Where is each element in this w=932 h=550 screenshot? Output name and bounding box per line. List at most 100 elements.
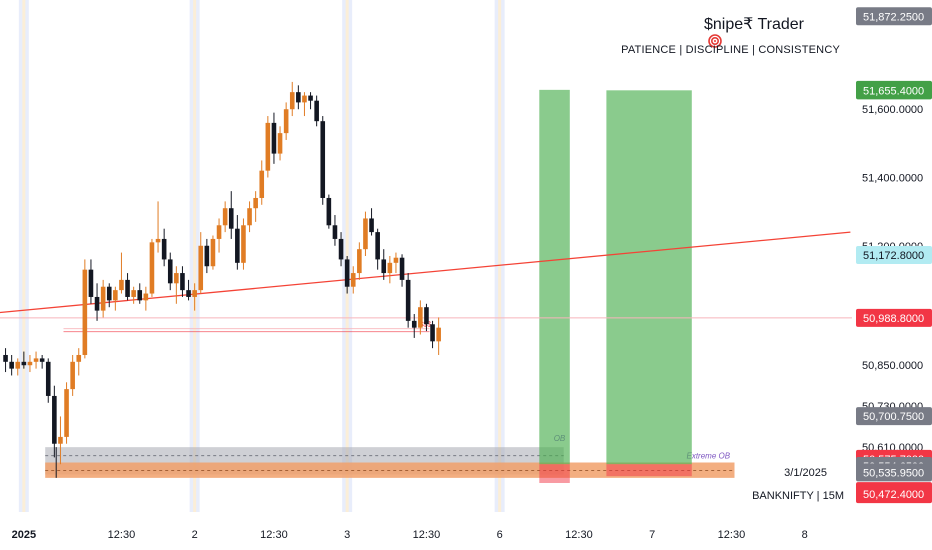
candle-body: [228, 208, 234, 229]
time-tick-label: 3: [344, 529, 350, 541]
price-marker-label: 50,988.8000: [863, 313, 924, 325]
candle-body: [119, 279, 124, 291]
candle-body: [424, 307, 429, 325]
candle: [222, 201, 228, 233]
candle: [204, 238, 210, 274]
time-tick-label: 2: [192, 529, 198, 541]
candle: [320, 116, 326, 205]
candle: [436, 317, 441, 355]
candle: [33, 351, 39, 369]
trendline: [0, 231, 851, 314]
candle-body: [283, 109, 289, 134]
candle-body: [9, 361, 14, 369]
candle-body: [289, 92, 295, 110]
candle-body: [247, 208, 252, 226]
price-marker-bg: [856, 308, 932, 327]
candle: [52, 385, 57, 458]
candle-body: [320, 121, 326, 198]
candle-body: [94, 296, 100, 311]
candle: [381, 249, 387, 280]
candle: [228, 191, 234, 239]
candle: [198, 232, 204, 294]
candle: [106, 283, 112, 308]
brand-title: $nipe₹ Trader: [704, 14, 804, 48]
candle-body: [204, 245, 210, 267]
candle-body: [387, 262, 393, 274]
candle-body: [58, 436, 63, 444]
time-tick-label: 2025: [12, 529, 36, 541]
footer-symbol: BANKNIFTY | 15M: [752, 490, 844, 502]
candle-body: [76, 354, 82, 362]
time-tick-label: 8: [802, 529, 808, 541]
candle: [265, 116, 271, 178]
candle-body: [338, 238, 344, 260]
liquidity-label: $$$: [420, 322, 432, 329]
candle-body: [399, 257, 405, 280]
target-box-1-stop: [539, 464, 570, 483]
candle: [186, 279, 191, 301]
candle-body: [45, 361, 51, 396]
candle: [363, 211, 368, 256]
candle-body: [100, 286, 106, 311]
candle: [82, 259, 88, 359]
candle: [387, 256, 393, 284]
candle: [125, 273, 130, 301]
candle-body: [27, 361, 33, 366]
candle-body: [277, 133, 283, 154]
price-marker-label: 50,535.9500: [863, 467, 924, 479]
candle: [350, 266, 356, 294]
candle: [155, 201, 161, 253]
candle-body: [357, 249, 362, 274]
candle-body: [64, 389, 69, 437]
candle: [411, 314, 417, 338]
candle-body: [167, 259, 173, 284]
session-band-center: [498, 0, 502, 512]
candle: [149, 238, 155, 297]
candle: [393, 252, 399, 274]
session-band-center: [22, 0, 26, 512]
candle-body: [70, 361, 75, 390]
candle-body: [125, 279, 130, 297]
price-marker-label: 50,472.4000: [863, 489, 924, 501]
candle-body: [265, 122, 271, 171]
candle-body: [21, 361, 27, 366]
candle-body: [82, 269, 88, 355]
candle: [326, 194, 332, 229]
candle-body: [418, 307, 423, 328]
candle-body: [210, 238, 216, 267]
candle-body: [113, 290, 118, 301]
time-tick-label: 6: [497, 529, 503, 541]
candle-body: [393, 257, 399, 263]
candle: [308, 92, 313, 110]
time-tick-label: 12:30: [413, 529, 441, 541]
time-tick-label: 12:30: [108, 529, 136, 541]
price-marker: 50,535.9500: [856, 463, 932, 482]
time-tick-label: 12:30: [565, 529, 593, 541]
candle: [332, 215, 338, 246]
price-marker-label: 50,700.7500: [863, 411, 924, 423]
candle-body: [186, 290, 191, 297]
candle: [369, 208, 374, 236]
candle: [283, 102, 289, 140]
candle-body: [369, 218, 374, 233]
candle: [9, 354, 14, 376]
candle: [375, 228, 380, 270]
candle-body: [198, 245, 204, 291]
price-marker: 50,472.4000: [856, 485, 932, 504]
candle: [314, 95, 319, 127]
candle: [76, 348, 82, 376]
candle: [27, 354, 33, 373]
candle: [119, 252, 124, 294]
candle: [88, 259, 94, 304]
candle: [58, 416, 63, 465]
target-box-2: [606, 90, 692, 465]
candle-body: [296, 92, 301, 103]
candle: [430, 320, 435, 349]
candle-body: [155, 238, 161, 243]
time-tick-label: 12:30: [260, 529, 288, 541]
extreme-ob-label: Extreme OB: [687, 452, 731, 461]
candle-body: [33, 358, 39, 362]
candle: [399, 254, 405, 287]
